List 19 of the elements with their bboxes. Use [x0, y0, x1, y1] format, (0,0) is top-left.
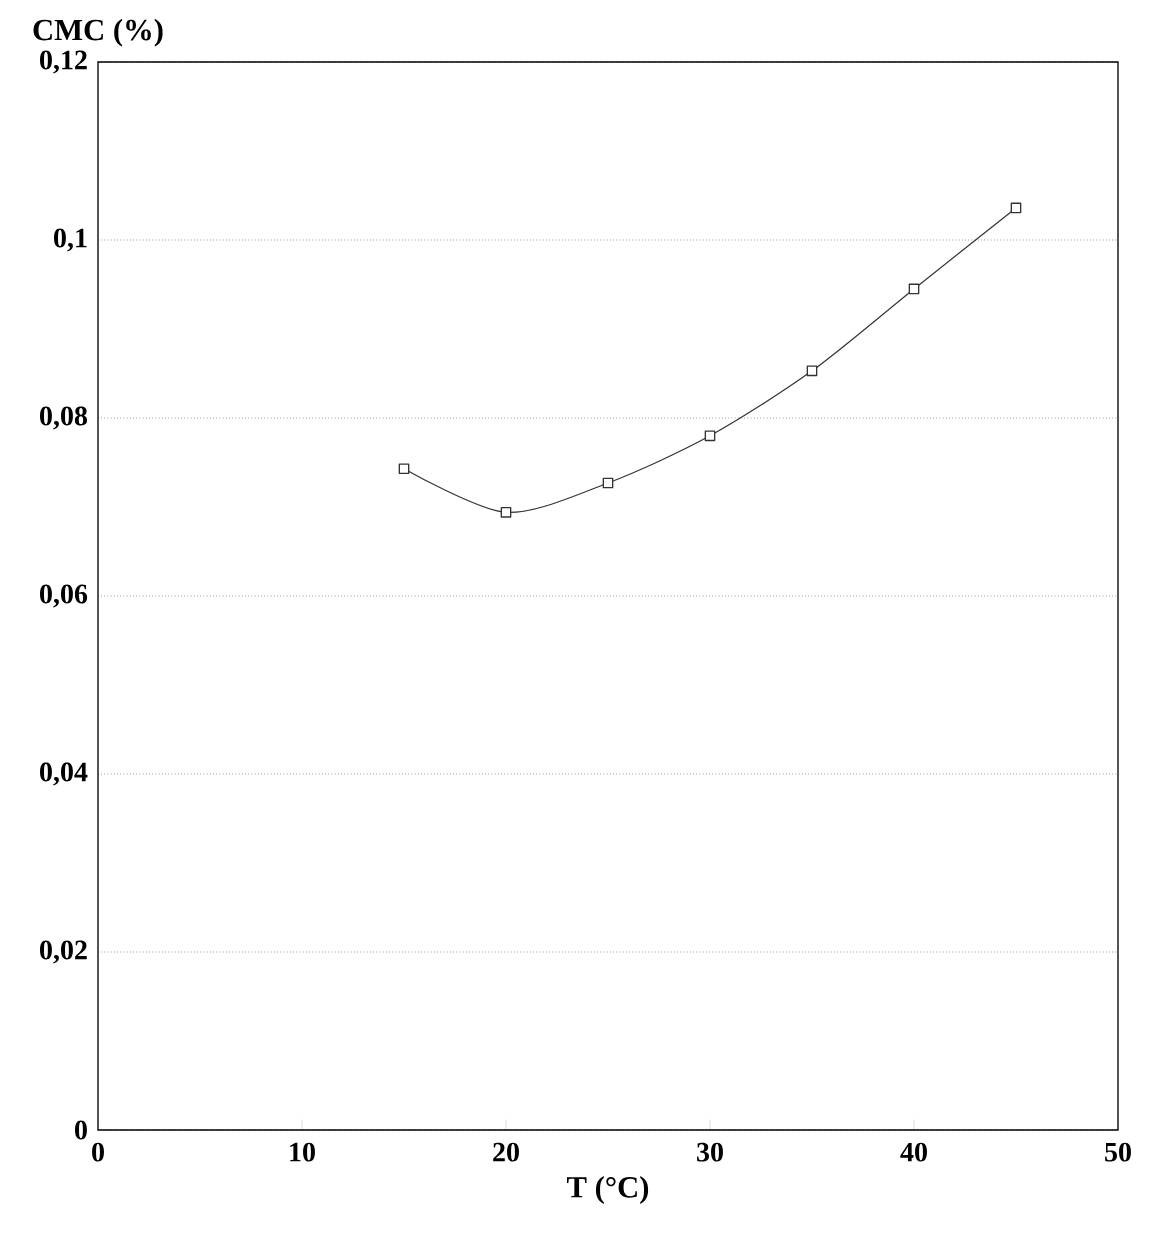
point — [398, 463, 410, 475]
x-tick-label: 50 — [1105, 1142, 1131, 1162]
x-tick-label: 20 — [493, 1142, 519, 1162]
x-tick-label: 0 — [92, 1142, 104, 1162]
point — [806, 365, 818, 377]
x-axis-title: T (°C) — [567, 1176, 649, 1204]
y-tick-label: 0,12 — [40, 50, 87, 74]
y-tick-label: 0,04 — [40, 762, 88, 786]
x-tick-label: 40 — [900, 1142, 927, 1162]
x-tick-label: 10 — [290, 1142, 315, 1162]
y-tick-label: 0,02 — [40, 940, 87, 964]
y-tick-label: 0,1 — [54, 228, 87, 252]
y-tick-label: 0,08 — [40, 406, 88, 430]
y-axis-title: CMC (%) — [33, 18, 163, 47]
point — [704, 430, 716, 442]
y-tick-label: 0,06 — [40, 584, 88, 608]
y-tick-label: 0 — [75, 1120, 87, 1140]
x-tick-label: 30 — [697, 1142, 723, 1162]
point — [500, 507, 512, 518]
